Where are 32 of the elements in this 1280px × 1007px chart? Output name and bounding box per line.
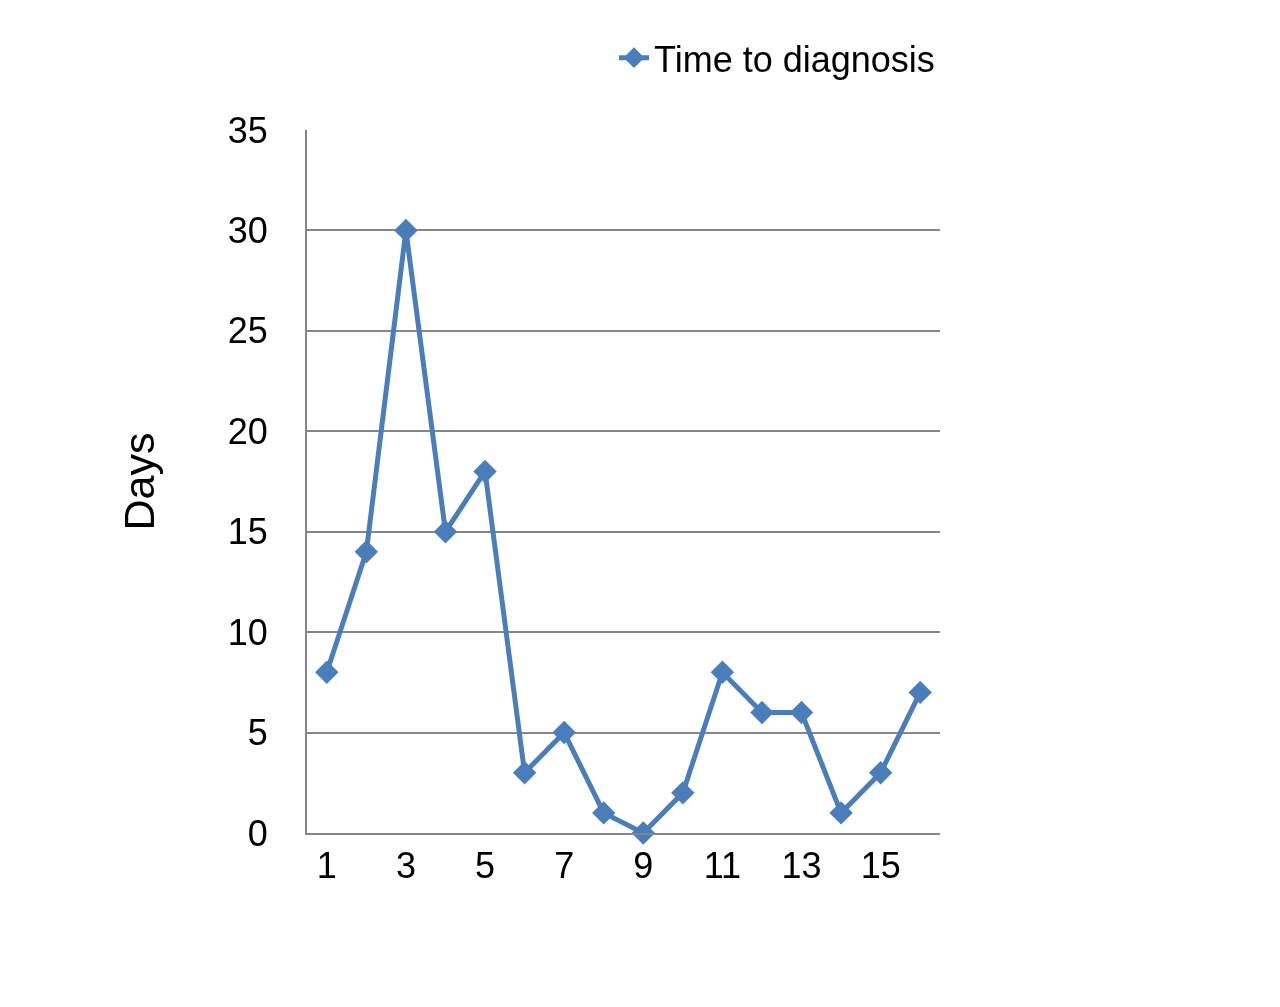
legend-label: Time to diagnosis bbox=[654, 38, 935, 80]
y-tick-label: 15 bbox=[227, 511, 268, 553]
point bbox=[315, 660, 339, 685]
x-tick-label: 5 bbox=[475, 845, 496, 887]
x-tick-label: 15 bbox=[860, 845, 901, 887]
point bbox=[473, 459, 497, 484]
x-tick-label: 13 bbox=[781, 845, 822, 887]
point bbox=[552, 720, 576, 745]
point bbox=[789, 700, 814, 725]
point bbox=[512, 761, 537, 785]
point bbox=[868, 761, 893, 785]
point bbox=[710, 660, 735, 685]
point bbox=[592, 801, 616, 825]
x-tick-label: 11 bbox=[703, 845, 742, 887]
x-tick-label: 7 bbox=[554, 845, 575, 887]
y-tick-label: 10 bbox=[227, 611, 268, 653]
y-tick-label: 35 bbox=[227, 109, 268, 151]
point bbox=[908, 680, 932, 705]
x-tick-label: 3 bbox=[395, 845, 416, 887]
point bbox=[433, 520, 458, 544]
y-tick-label: 0 bbox=[247, 812, 268, 854]
y-tick-label: 20 bbox=[227, 410, 268, 452]
y-tick-label: 25 bbox=[227, 310, 268, 352]
point bbox=[750, 700, 774, 725]
x-tick-label: 1 bbox=[316, 845, 337, 887]
y-axis-title: Days bbox=[114, 432, 163, 531]
point bbox=[354, 540, 379, 564]
point bbox=[829, 801, 853, 825]
y-tick-label: 5 bbox=[247, 712, 268, 754]
y-tick-label: 30 bbox=[227, 210, 268, 252]
point bbox=[671, 781, 695, 805]
x-tick-label: 9 bbox=[633, 845, 654, 887]
